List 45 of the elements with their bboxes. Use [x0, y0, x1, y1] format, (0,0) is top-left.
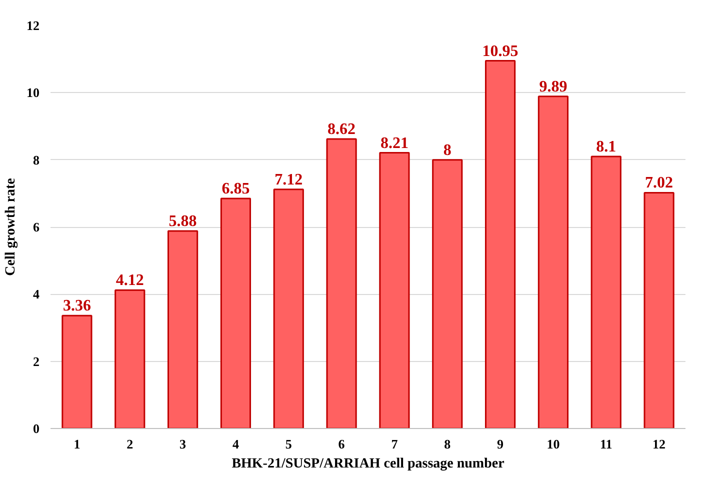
- x-tick-label: 6: [338, 436, 346, 452]
- bar: [379, 152, 410, 428]
- data-label: 8.21: [380, 134, 408, 152]
- x-tick-label: 11: [600, 436, 612, 452]
- bar: [590, 156, 622, 428]
- bar: [326, 138, 357, 428]
- x-tick-label: 12: [652, 436, 666, 452]
- x-tick-label: 7: [391, 436, 398, 452]
- y-tick-label: 6: [33, 220, 40, 234]
- data-label: 7.02: [645, 174, 674, 192]
- data-label: 3.36: [62, 298, 91, 315]
- data-label: 8: [443, 142, 452, 159]
- y-tick-label: 0: [33, 421, 40, 436]
- y-axis-title: Cell growth rate: [4, 178, 18, 276]
- data-label: 6.85: [222, 180, 250, 198]
- x-tick-label: 2: [126, 436, 134, 452]
- data-label: 4.12: [116, 272, 144, 290]
- bar: [644, 192, 674, 428]
- data-label: 9.89: [539, 78, 568, 96]
- data-label: 8.1: [596, 138, 616, 156]
- bar: [167, 230, 198, 428]
- data-label: 10.95: [482, 42, 518, 60]
- y-tick-label: 8: [33, 152, 40, 168]
- bar: [62, 314, 92, 428]
- data-label: 7.12: [274, 171, 303, 188]
- x-tick-label: 5: [285, 436, 292, 452]
- y-tick-label: 2: [33, 354, 40, 369]
- x-tick-label: 10: [546, 436, 560, 452]
- y-tick-label: 10: [26, 85, 40, 100]
- bar: [114, 289, 146, 428]
- bar: [484, 60, 516, 428]
- y-tick-label: 4: [33, 286, 40, 302]
- x-axis-title: BHK-21/SUSP/ARRIAH cell passage number: [232, 456, 504, 472]
- x-tick-label: 4: [232, 436, 240, 452]
- data-label: 5.88: [168, 213, 197, 230]
- data-label: 8.62: [328, 121, 356, 138]
- bar: [273, 188, 304, 428]
- bar: [538, 96, 569, 428]
- x-tick-label: 9: [497, 436, 504, 452]
- bar: [432, 159, 463, 428]
- bar: [220, 198, 252, 428]
- x-tick-label: 3: [180, 436, 187, 452]
- y-tick-label: 12: [26, 18, 40, 33]
- x-tick-label: 1: [74, 436, 80, 452]
- x-tick-label: 8: [444, 436, 452, 452]
